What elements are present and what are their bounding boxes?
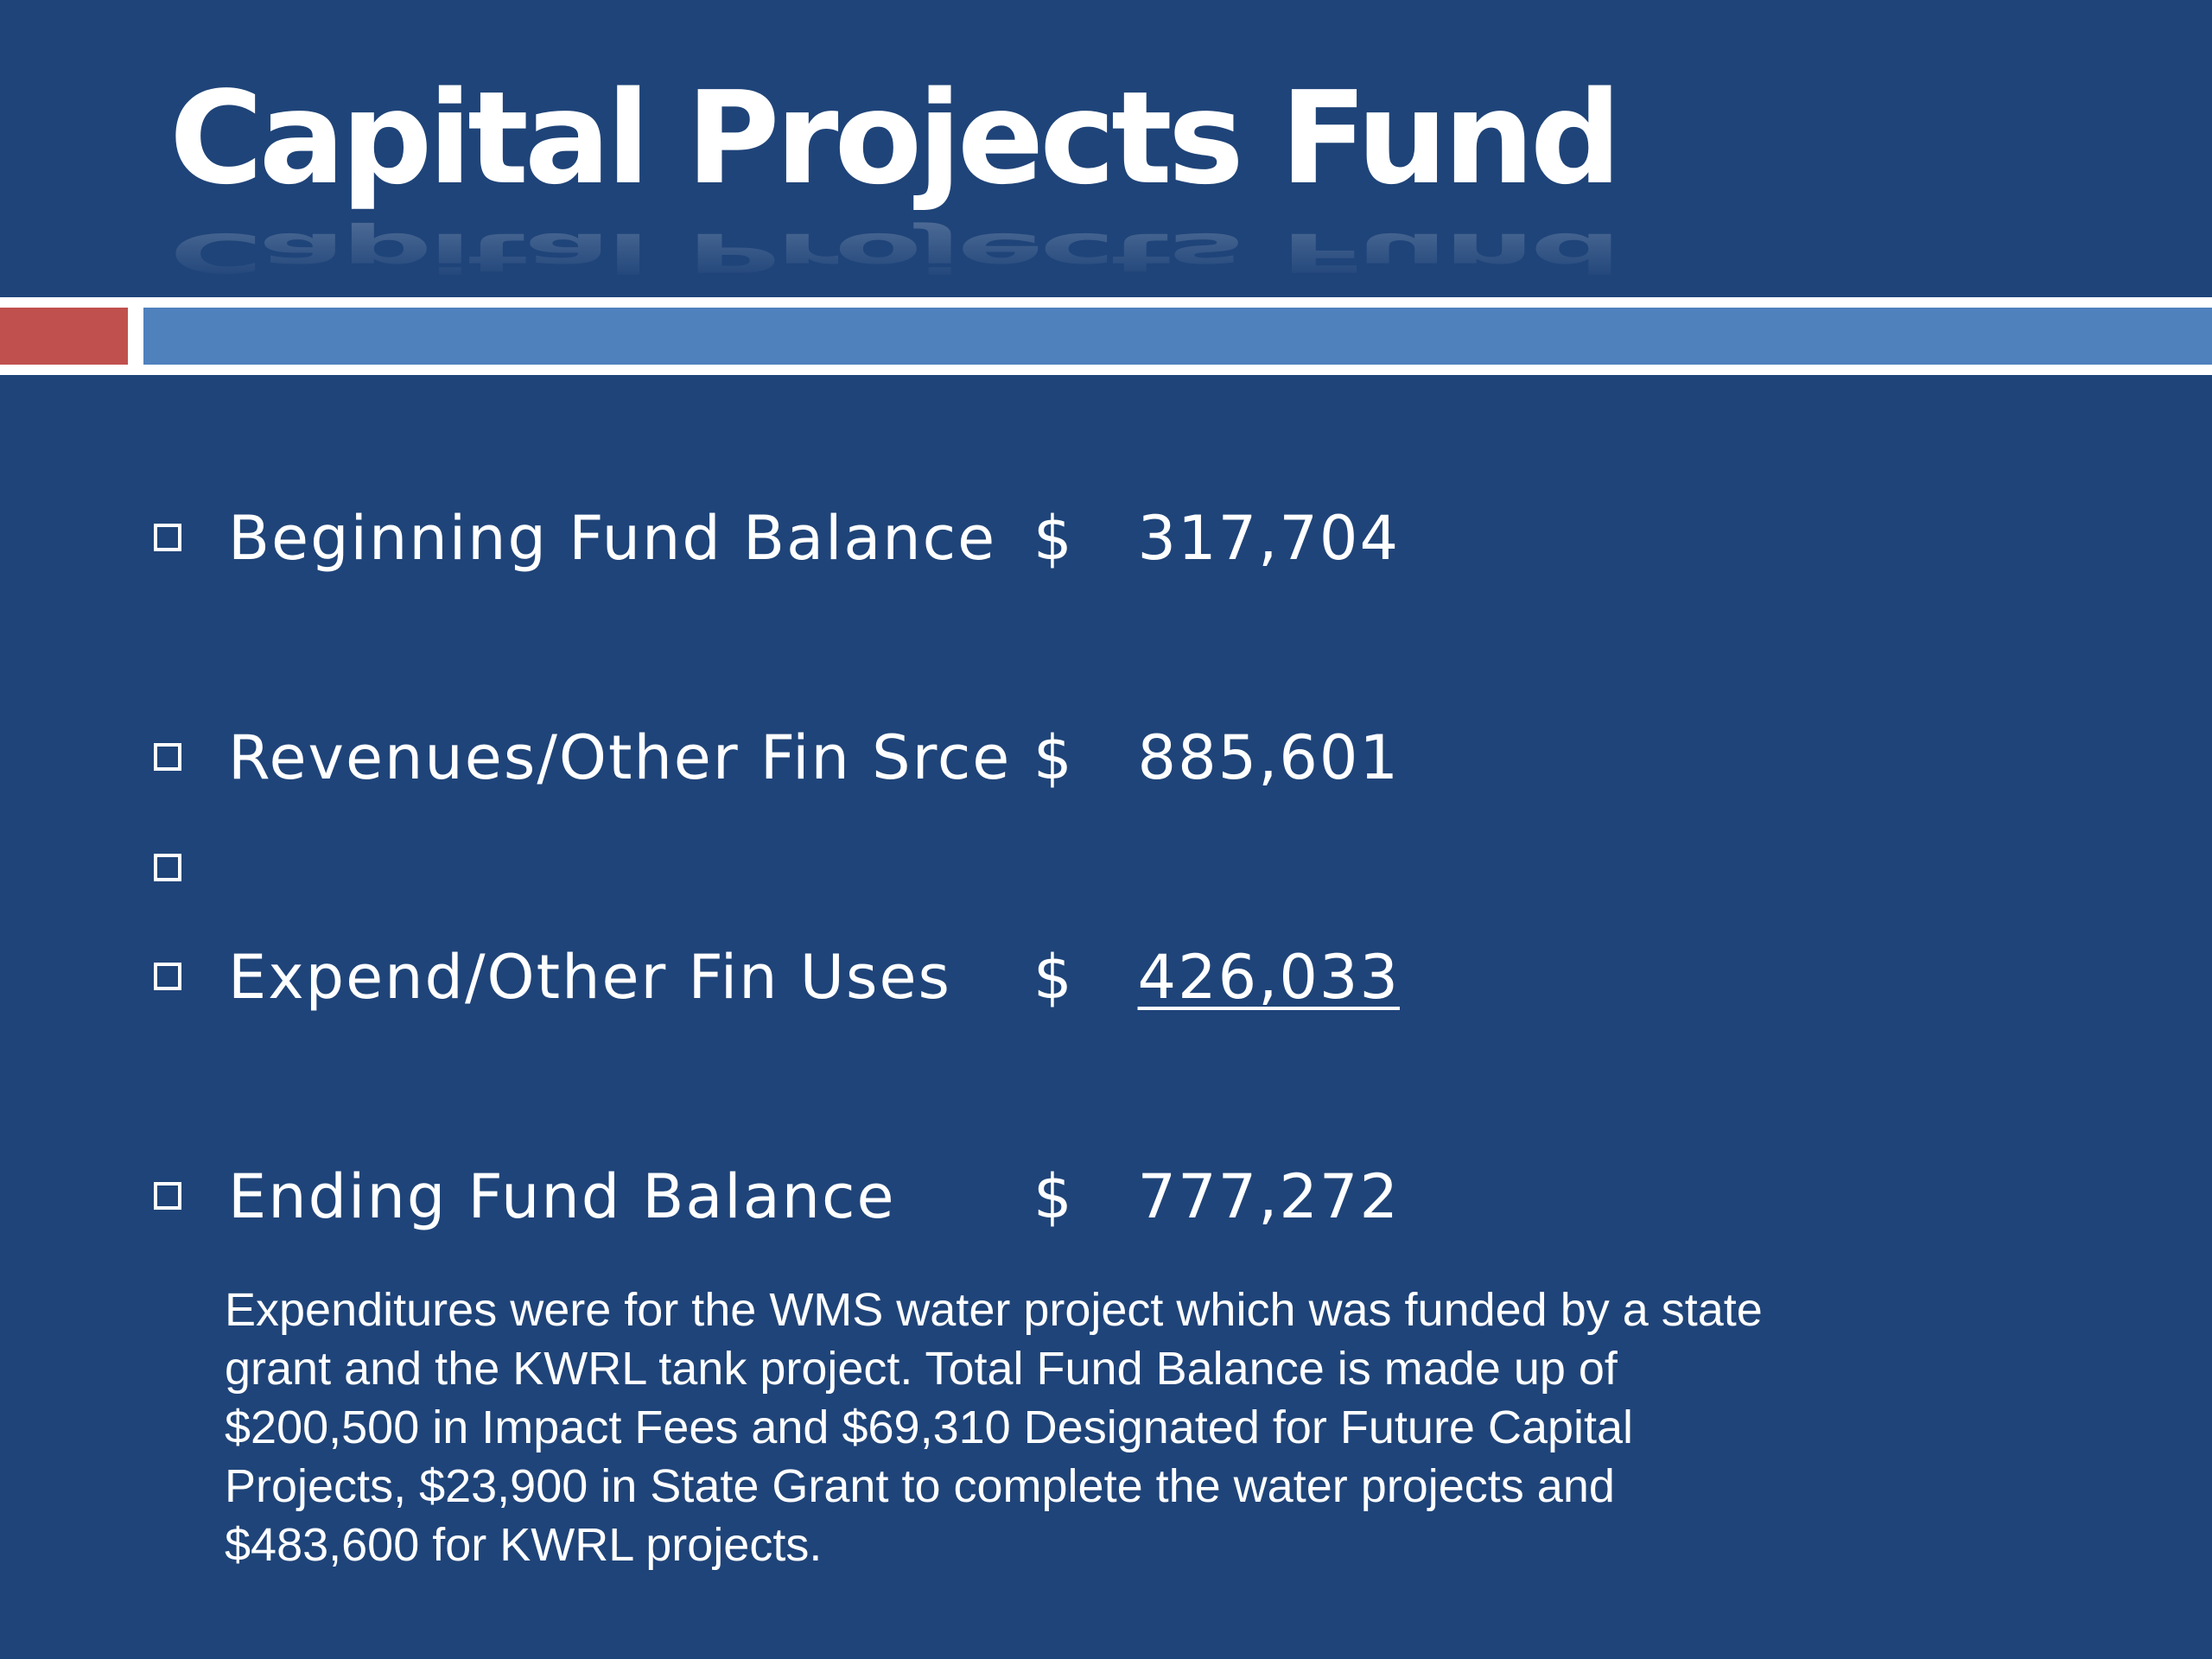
square-bullet-icon (154, 854, 181, 881)
item-amount: 426,033 (1137, 942, 1400, 1013)
square-bullet-icon (154, 963, 181, 990)
item-amount (1123, 821, 1400, 916)
item-label: Revenues/Other Fin Srce (228, 722, 1012, 793)
currency-symbol: $ (1033, 722, 1072, 793)
square-bullet-icon (154, 524, 181, 551)
item-amount: 885,601 (1137, 722, 1400, 793)
currency-symbol: $ (1033, 942, 1072, 1013)
list-item-ending-fund-balance: Ending Fund Balance $ 777,272 (0, 1149, 2212, 1244)
list-item-empty (0, 821, 2212, 916)
item-label: Expend/Other Fin Uses (228, 942, 952, 1013)
list-item-beginning-fund-balance: Beginning Fund Balance $ 317,704 (0, 491, 2212, 586)
accent-band-red (0, 308, 128, 365)
item-label: Ending Fund Balance (228, 1161, 896, 1232)
list-item-expenditures: Expend/Other Fin Uses $ 426,033 (0, 930, 2212, 1025)
item-amount: 317,704 (1137, 503, 1400, 574)
currency-symbol: $ (1033, 503, 1072, 574)
currency-symbol: $ (1033, 1161, 1072, 1232)
list-item-revenues: Revenues/Other Fin Srce $ 885,601 (0, 710, 2212, 805)
explanatory-note: Expenditures were for the WMS water proj… (225, 1284, 1763, 1571)
item-label: Beginning Fund Balance (228, 503, 997, 574)
slide-title: Capital Projects Fund (169, 64, 1622, 213)
square-bullet-icon (154, 743, 181, 771)
title-area: Capital Projects Fund Capital Projects F… (169, 52, 1638, 283)
item-amount: 777,272 (1137, 1161, 1400, 1232)
accent-band-blue (143, 308, 2212, 365)
square-bullet-icon (154, 1182, 181, 1210)
